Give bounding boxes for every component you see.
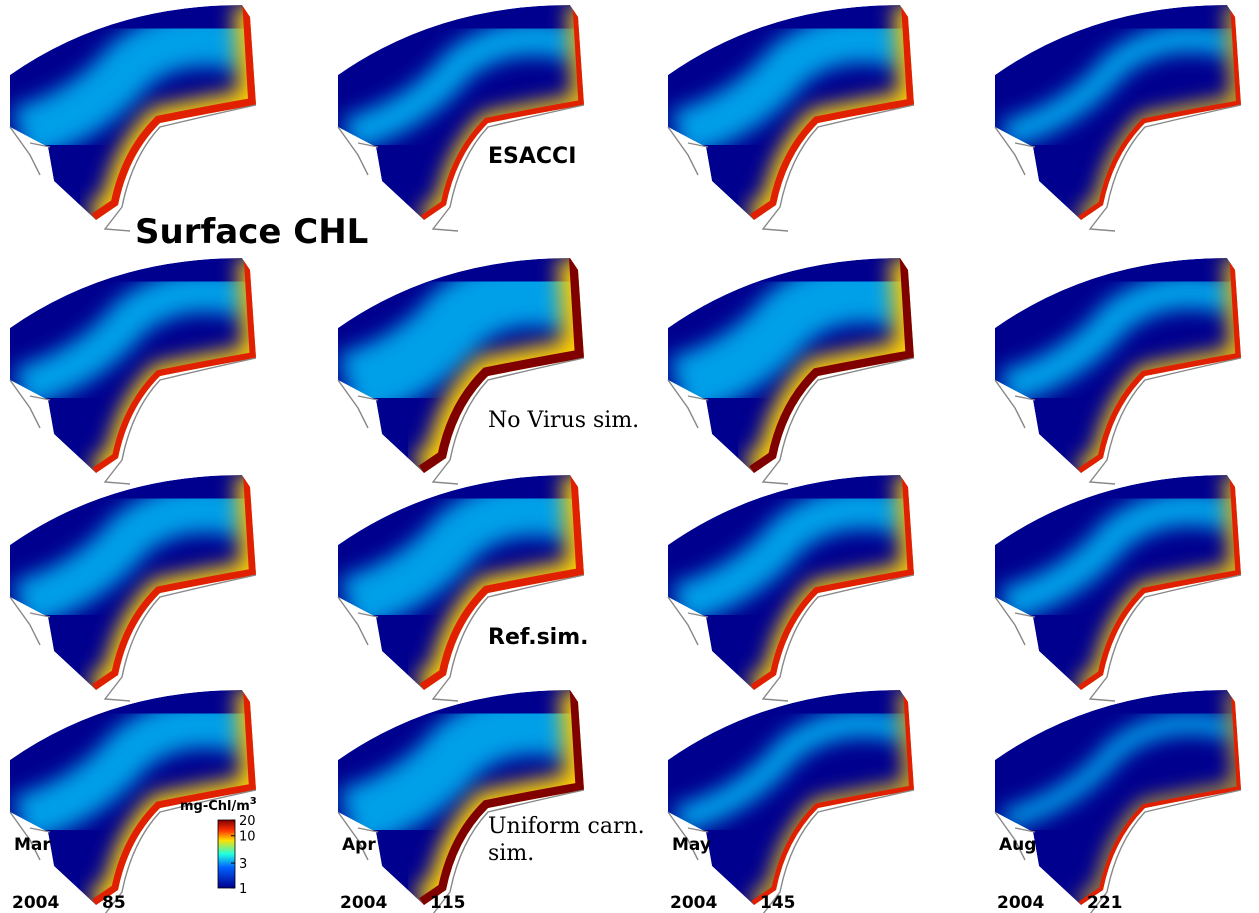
year-label: 2004 — [997, 893, 1044, 913]
map-panel — [668, 475, 914, 701]
map-panel — [10, 258, 256, 484]
year-label: 2004 — [340, 893, 387, 913]
year-label: 2004 — [12, 893, 59, 913]
map-panel — [10, 5, 256, 231]
day-label: 221 — [1087, 893, 1123, 913]
colorbar-tick-label: 20 — [239, 814, 256, 829]
map-panel — [995, 258, 1241, 484]
row-label: Uniform carn. — [488, 814, 645, 839]
map-panel — [668, 5, 914, 231]
month-label: Mar — [14, 835, 51, 855]
month-label: May — [672, 835, 711, 855]
map-panel — [668, 690, 914, 913]
map-panel — [338, 5, 584, 231]
day-label: 85 — [102, 893, 126, 913]
colorbar-tick-label: 3 — [239, 857, 247, 872]
map-panel — [995, 690, 1241, 913]
map-panel — [338, 258, 584, 484]
colorbar-scale — [218, 820, 235, 888]
map-panel — [668, 258, 914, 484]
row-label: Ref.sim. — [488, 625, 589, 650]
colorbar-label: mg-Chl/m3 — [180, 796, 257, 814]
figure-title: Surface CHL — [135, 212, 368, 252]
figure: Surface CHL ESACCI No Virus sim. Ref.sim… — [0, 0, 1259, 913]
colorbar-tick-label: 1 — [239, 882, 247, 897]
map-panel — [995, 475, 1241, 701]
map-panel — [995, 5, 1241, 231]
colorbar-tick-label: 10 — [239, 830, 256, 845]
row-label: sim. — [488, 841, 534, 866]
row-label: No Virus sim. — [488, 408, 639, 433]
row-label: ESACCI — [488, 144, 576, 169]
month-label: Aug — [999, 835, 1036, 855]
map-panel — [338, 690, 584, 913]
year-label: 2004 — [670, 893, 717, 913]
map-panel — [10, 475, 256, 701]
month-label: Apr — [342, 835, 376, 855]
day-label: 115 — [430, 893, 466, 913]
day-label: 145 — [760, 893, 796, 913]
map-panel — [338, 475, 584, 701]
